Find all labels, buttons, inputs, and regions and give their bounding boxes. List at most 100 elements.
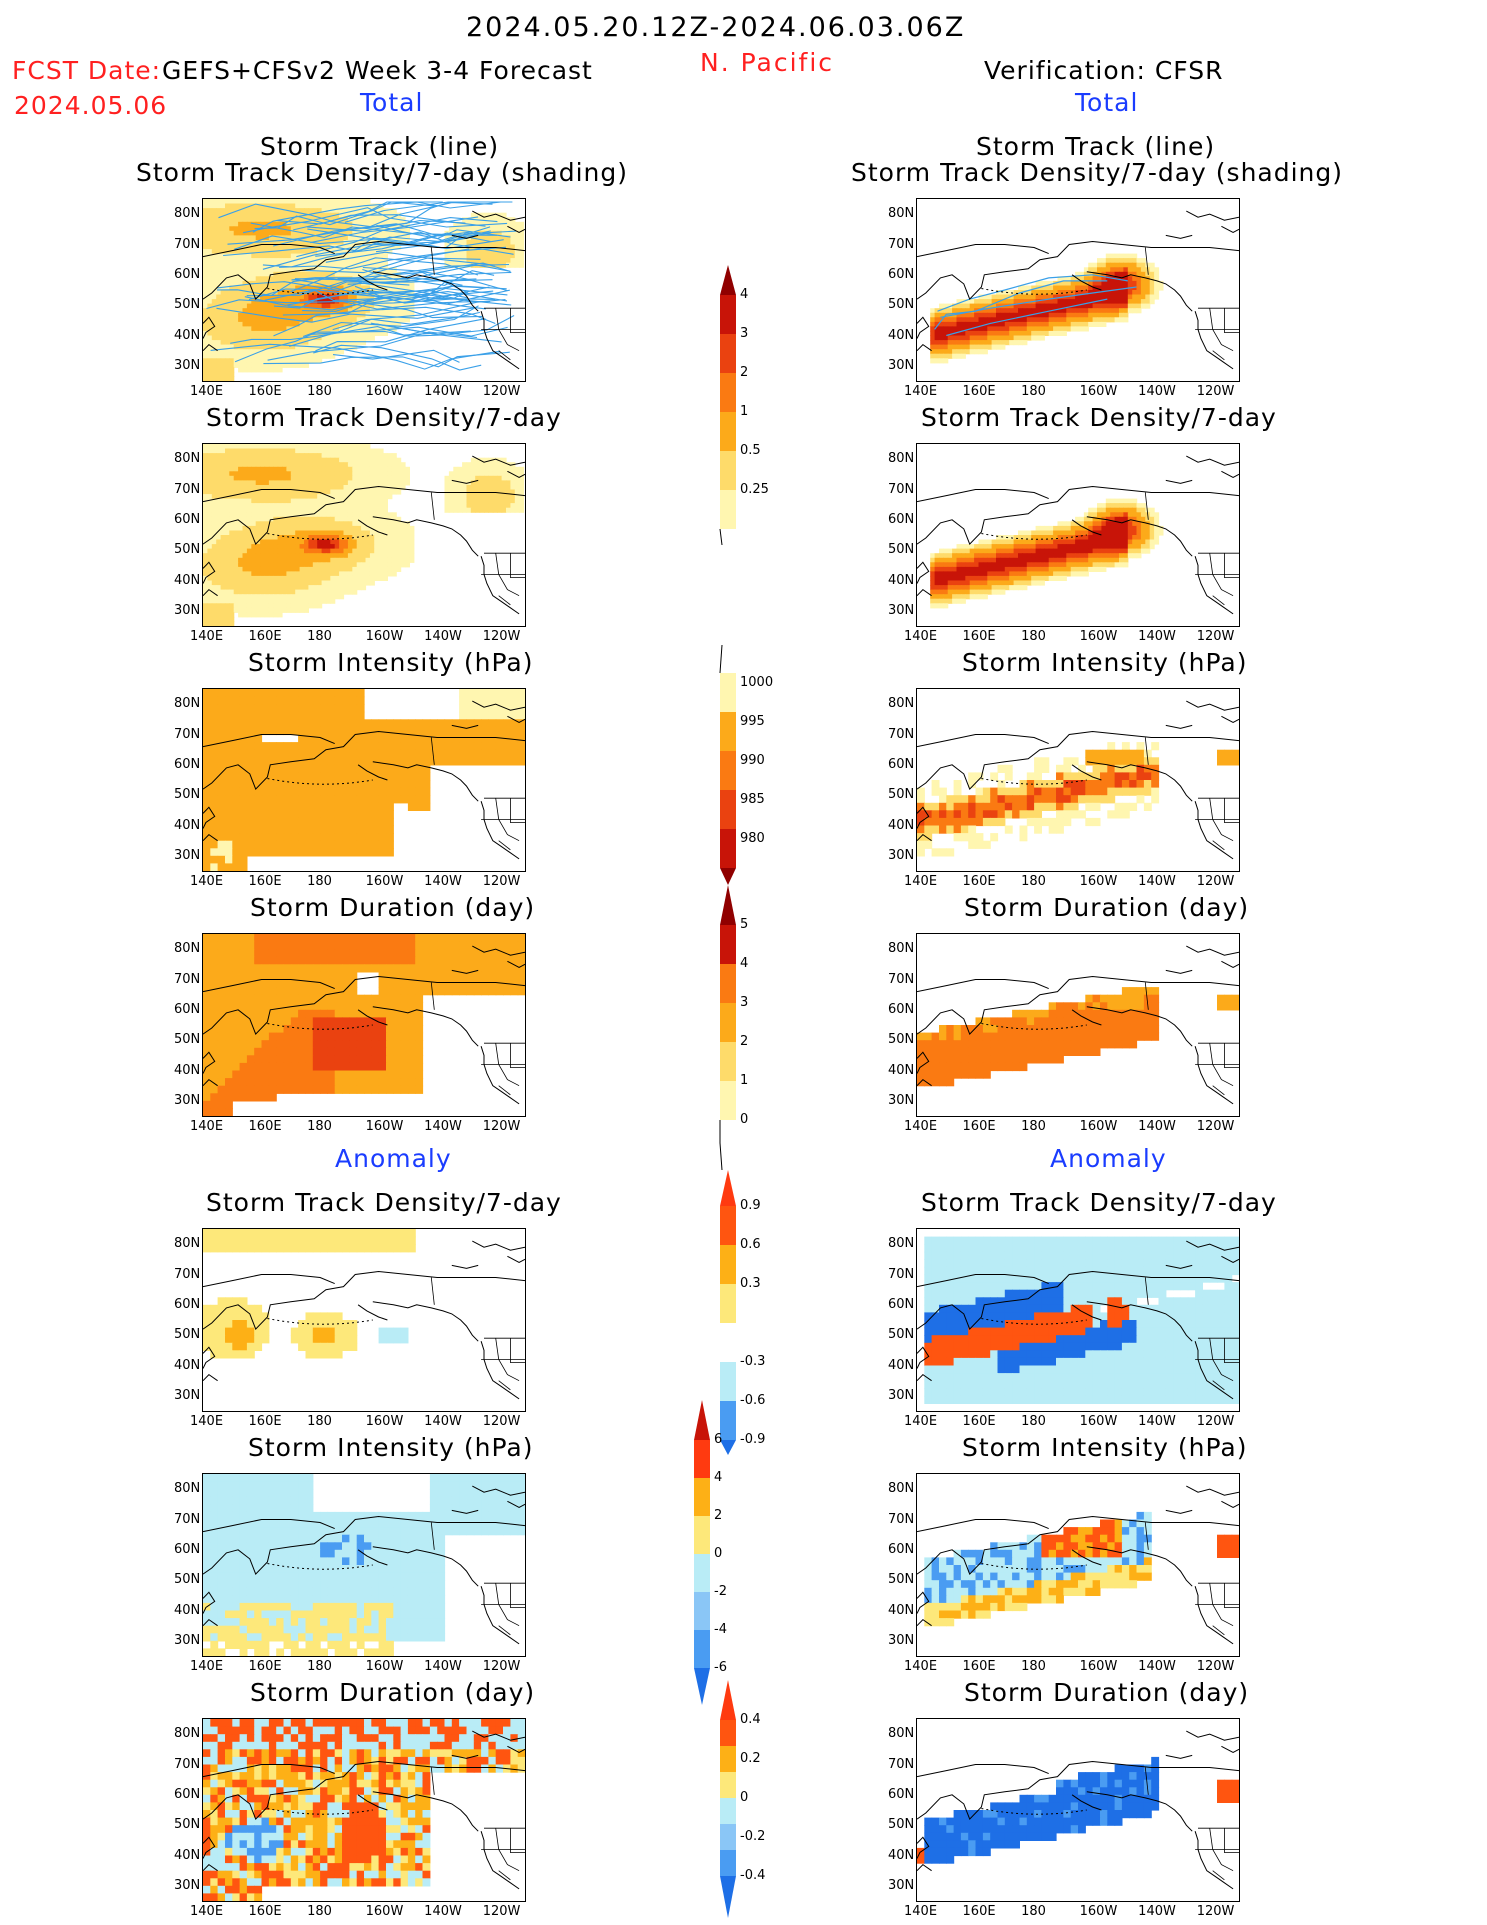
shade-cell [361,330,367,336]
shade-cell [457,240,463,246]
shade-cell [282,290,287,296]
shade-cell [361,240,367,246]
shade-cell [396,489,402,495]
shade-cell [1066,290,1072,296]
shade-cell [321,525,327,531]
shade-cell [347,330,353,336]
storm-track-line [218,201,443,222]
shade-cell [1075,299,1081,305]
shade-cell [934,317,940,323]
shade-cell [352,566,358,572]
shade-cell [264,244,270,250]
shade-cell [361,217,367,223]
shade-cell [246,344,252,350]
shade-cell [1097,525,1102,531]
shade-cell [361,503,367,509]
shade-cell [1035,290,1041,296]
shade-cell [1000,535,1006,541]
shade-cell [321,303,327,309]
shade-cell [365,494,371,500]
shade-cell [211,362,217,368]
shade-cell [987,317,993,323]
shade-cell [273,308,279,314]
shade-cell [1031,317,1037,323]
shade-cell [242,312,248,318]
shade-cell [330,326,336,332]
shade-cell [939,344,944,350]
shade-cell [1057,525,1063,531]
shade-cell [1119,525,1124,531]
shade-cell [409,280,415,286]
shade-cell [207,621,213,626]
shade-cell [1092,280,1098,286]
shade-cell [268,471,274,477]
shade-cell [211,330,217,336]
shade-cell [295,607,301,613]
shade-cell [475,503,481,509]
shade-cell [996,562,1001,568]
shade-cell [1044,535,1050,541]
shade-cell [339,575,345,581]
shade-cell [947,321,953,327]
shade-cell [1079,535,1085,541]
shade-cell [374,562,380,568]
shade-cell [1123,498,1129,504]
shade-cell [203,598,208,604]
shade-cell [1145,294,1151,300]
shade-cell [282,571,287,577]
shade-cell [339,349,345,355]
shade-cell [378,489,384,495]
shade-cell [220,303,226,309]
shade-cell [1136,276,1142,282]
shade-cell [1092,271,1098,277]
shade-cell [277,335,283,341]
shade-cell [203,516,208,522]
shade-cell [991,548,997,554]
shade-cell [299,607,305,613]
shade-cell [286,294,292,300]
shade-cell [225,553,230,559]
shade-cell [255,262,261,268]
shade-cell [325,471,331,477]
shade-cell [282,512,287,518]
storm-track-line [315,234,497,257]
shade-cell [1031,544,1037,550]
shade-cell [1110,512,1116,518]
shade-cell [330,598,336,604]
shade-cell [211,335,217,341]
shade-cell [475,480,481,486]
shade-cell [238,603,244,609]
shade-cell [207,317,213,323]
shade-cell [277,548,283,554]
shade-cell [356,267,362,273]
shade-cell [1044,308,1050,314]
shade-cell [488,480,494,486]
shade-cell [207,562,213,568]
shade-cell [207,371,213,377]
shade-cell [1000,308,1006,314]
shade-cell [203,212,208,218]
shade-cell [1132,512,1138,518]
shade-cell [391,475,397,481]
shade-cell [220,525,226,531]
shade-cell [339,571,345,577]
shade-cell [295,208,301,214]
shade-cell [233,244,239,250]
shade-cell [1013,299,1019,305]
shade-cell [282,226,287,232]
shade-cell [343,280,349,286]
shade-cell [220,330,226,336]
shade-cell [365,199,371,205]
shade-cell [308,585,314,591]
shade-cell [378,507,384,513]
shade-cell [299,362,305,368]
shade-cell [220,621,226,626]
shade-cell [339,335,345,341]
shade-cell [969,308,975,314]
shade-cell [229,466,235,472]
shade-cell [1079,317,1085,323]
shade-cell [220,253,226,259]
shade-cell [1114,290,1120,296]
shade-cell [1053,530,1059,536]
shade-cell [396,462,402,468]
